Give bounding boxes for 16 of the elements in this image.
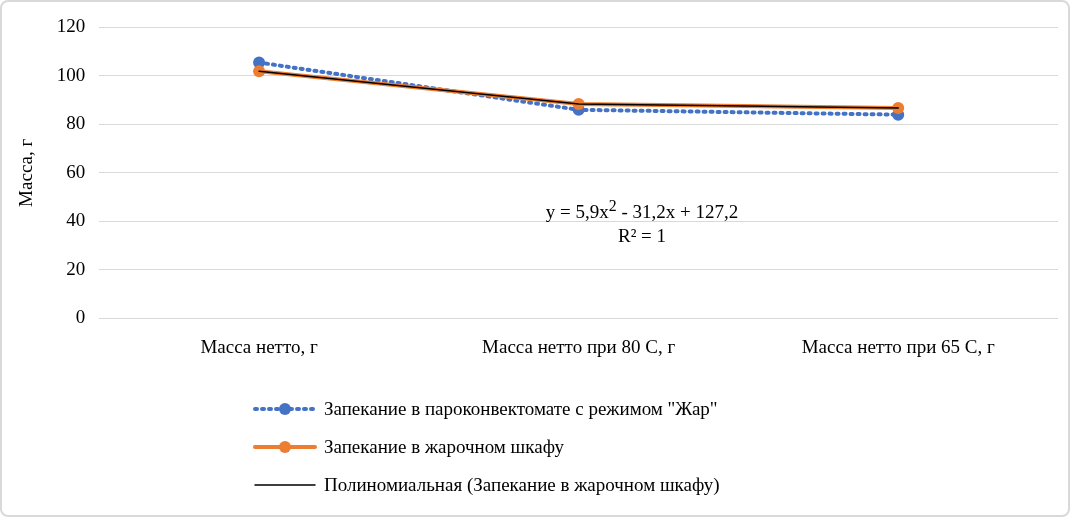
annotation: y = 5,9x$^{2}$ - 31,2x + 127,2 xyxy=(544,196,740,225)
x-tick-label: Масса нетто при 80 С, г xyxy=(482,335,676,357)
y-tick-label: 100 xyxy=(56,63,86,85)
y-tick-label: 20 xyxy=(66,257,86,279)
y-tick-label: 0 xyxy=(75,306,86,328)
annotation: R² = 1 xyxy=(616,224,668,249)
legend-label: Запекание в пароконвектомате с режимом "Жар" xyxy=(324,398,718,420)
legend-label: Запекание в жарочном шкафу xyxy=(324,436,564,458)
x-tick-label: Масса нетто при 65 С, г xyxy=(801,335,995,357)
y-tick-label: 120 xyxy=(56,15,86,37)
x-tick-label: Масса нетто, г xyxy=(200,335,318,357)
legend-label: Полиномиальная (Запекание в жарочном шкафу) xyxy=(324,474,720,496)
y-tick-label: 60 xyxy=(66,160,86,182)
y-tick-label: 40 xyxy=(66,209,86,231)
y-tick-label: 80 xyxy=(66,112,86,134)
y-axis-title: Масса, г xyxy=(15,138,37,207)
